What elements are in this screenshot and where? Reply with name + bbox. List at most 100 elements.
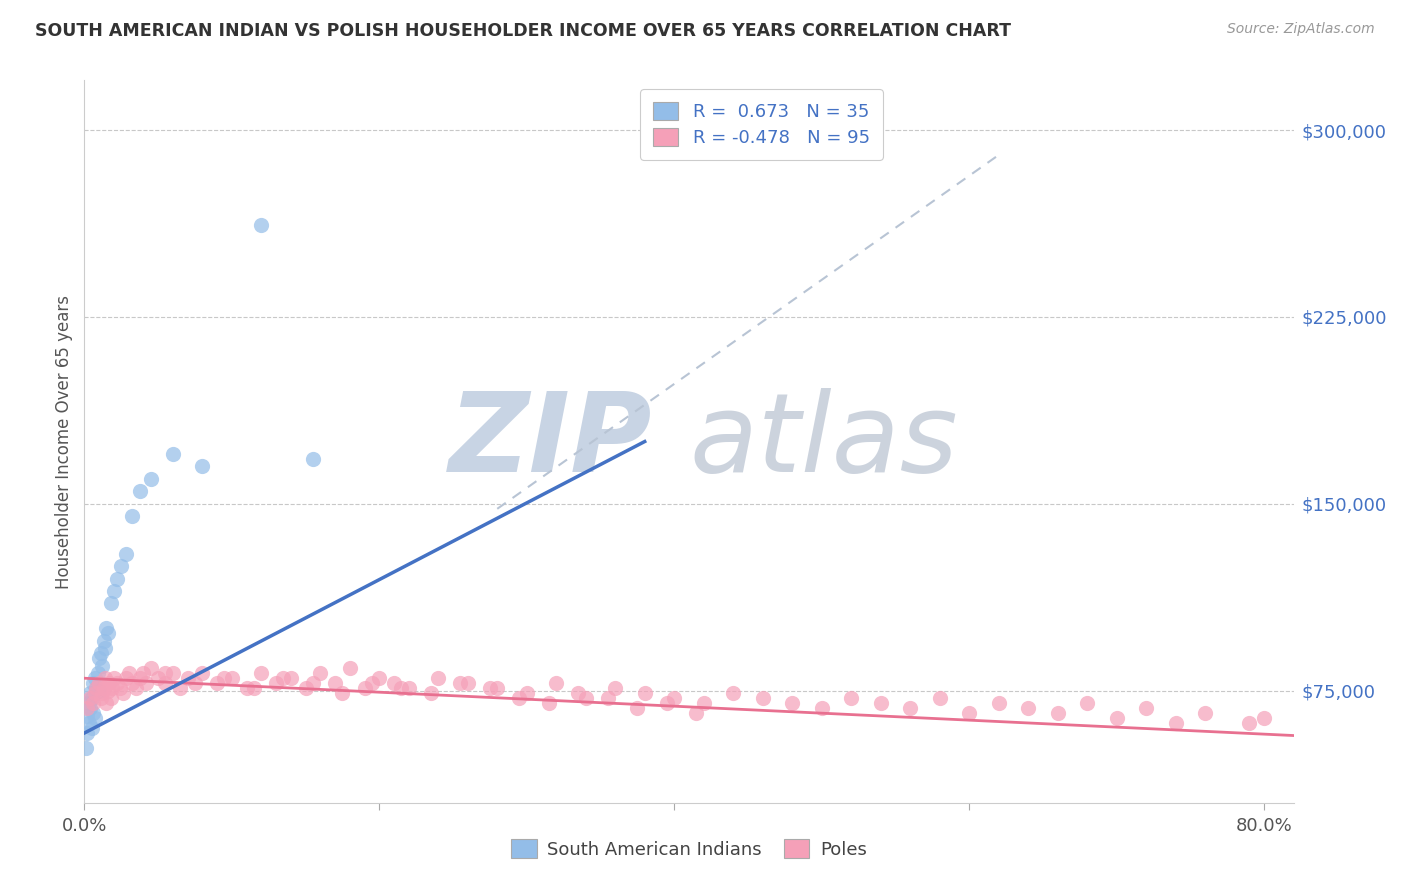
- Point: [382, 676, 405, 690]
- Point: [605, 681, 627, 696]
- Point: [250, 218, 273, 232]
- Point: [987, 696, 1010, 710]
- Y-axis label: Householder Income Over 65 years: Householder Income Over 65 years: [55, 294, 73, 589]
- Point: [516, 686, 538, 700]
- Point: [139, 661, 162, 675]
- Point: [101, 681, 124, 696]
- Point: [205, 676, 228, 690]
- Point: [117, 666, 139, 681]
- Point: [86, 666, 108, 681]
- Point: [79, 691, 101, 706]
- Point: [79, 701, 101, 715]
- Point: [332, 686, 354, 700]
- Point: [146, 671, 169, 685]
- Point: [100, 691, 122, 706]
- Point: [129, 484, 152, 499]
- Point: [82, 706, 104, 720]
- Point: [1135, 701, 1157, 715]
- Point: [87, 651, 110, 665]
- Point: [108, 681, 131, 696]
- Point: [692, 696, 714, 710]
- Point: [235, 681, 257, 696]
- Point: [84, 681, 107, 696]
- Point: [361, 676, 384, 690]
- Point: [121, 509, 143, 524]
- Point: [76, 701, 98, 715]
- Point: [634, 686, 657, 700]
- Point: [751, 691, 773, 706]
- Point: [129, 671, 152, 685]
- Point: [626, 701, 648, 715]
- Point: [105, 676, 128, 690]
- Point: [155, 676, 177, 690]
- Point: [91, 686, 114, 700]
- Point: [121, 676, 143, 690]
- Point: [87, 683, 110, 698]
- Point: [1164, 716, 1187, 731]
- Point: [721, 686, 744, 700]
- Point: [98, 676, 121, 690]
- Point: [125, 681, 148, 696]
- Point: [309, 666, 332, 681]
- Point: [83, 671, 105, 685]
- Point: [82, 676, 104, 690]
- Point: [169, 681, 191, 696]
- Point: [76, 726, 98, 740]
- Point: [100, 597, 122, 611]
- Point: [810, 701, 832, 715]
- Point: [96, 621, 118, 635]
- Point: [97, 683, 120, 698]
- Point: [1194, 706, 1216, 720]
- Point: [427, 671, 450, 685]
- Text: SOUTH AMERICAN INDIAN VS POLISH HOUSEHOLDER INCOME OVER 65 YEARS CORRELATION CHA: SOUTH AMERICAN INDIAN VS POLISH HOUSEHOL…: [35, 22, 1011, 40]
- Point: [339, 661, 361, 675]
- Point: [898, 701, 921, 715]
- Point: [97, 626, 120, 640]
- Point: [780, 696, 803, 710]
- Point: [1076, 696, 1098, 710]
- Point: [419, 686, 441, 700]
- Point: [176, 671, 198, 685]
- Point: [82, 696, 104, 710]
- Point: [94, 641, 117, 656]
- Point: [575, 691, 598, 706]
- Point: [111, 686, 134, 700]
- Point: [508, 691, 530, 706]
- Point: [280, 671, 302, 685]
- Point: [1105, 711, 1128, 725]
- Point: [294, 681, 316, 696]
- Point: [537, 696, 560, 710]
- Point: [839, 691, 862, 706]
- Point: [114, 547, 136, 561]
- Point: [486, 681, 509, 696]
- Point: [449, 676, 471, 690]
- Point: [243, 681, 266, 696]
- Point: [103, 584, 125, 599]
- Point: [135, 676, 157, 690]
- Point: [1017, 701, 1039, 715]
- Point: [75, 741, 97, 756]
- Point: [76, 708, 98, 723]
- Point: [93, 633, 115, 648]
- Point: [1239, 716, 1261, 731]
- Point: [250, 666, 273, 681]
- Point: [1046, 706, 1069, 720]
- Point: [83, 686, 105, 700]
- Point: [77, 716, 100, 731]
- Point: [91, 658, 114, 673]
- Point: [114, 671, 136, 685]
- Point: [368, 671, 391, 685]
- Point: [105, 572, 128, 586]
- Point: [221, 671, 243, 685]
- Point: [155, 666, 177, 681]
- Point: [273, 671, 295, 685]
- Point: [139, 472, 162, 486]
- Point: [162, 447, 184, 461]
- Point: [478, 681, 501, 696]
- Legend: South American Indians, Poles: South American Indians, Poles: [503, 832, 875, 866]
- Point: [90, 646, 112, 660]
- Point: [214, 671, 236, 685]
- Point: [184, 676, 207, 690]
- Point: [398, 681, 420, 696]
- Point: [567, 686, 589, 700]
